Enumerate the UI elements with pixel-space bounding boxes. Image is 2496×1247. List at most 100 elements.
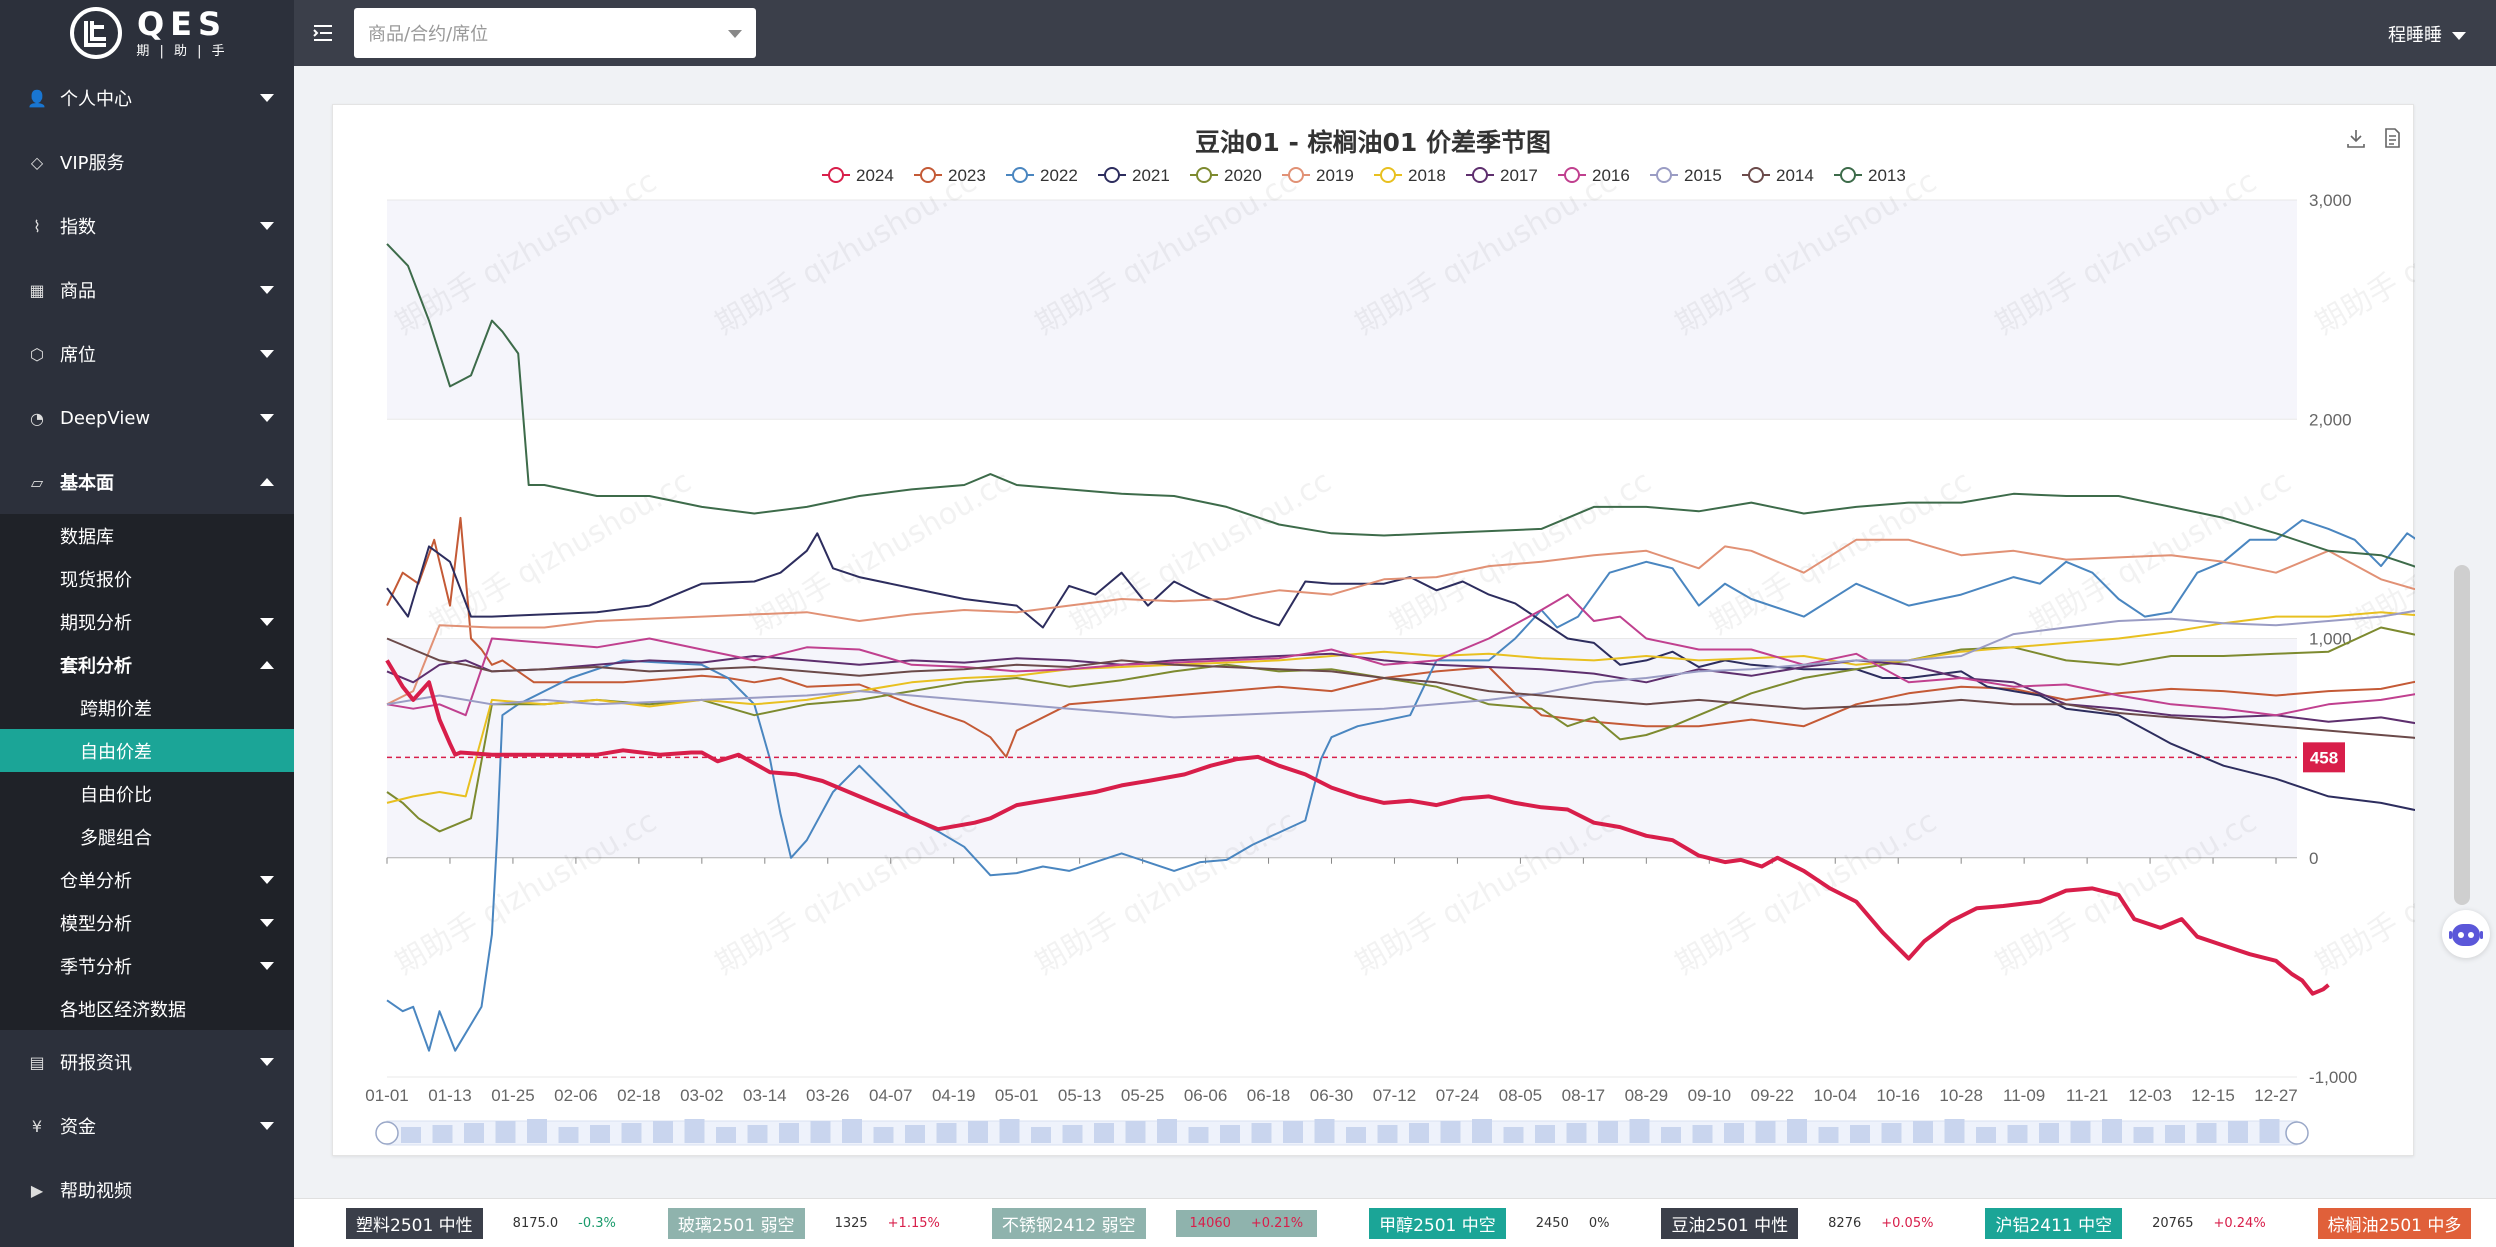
datazoom-handle-right[interactable] [2285, 1121, 2309, 1145]
x-tick-label: 03-02 [680, 1086, 723, 1105]
datazoom-bar [873, 1127, 894, 1143]
logo-sub: 期 | 助 | 手 [136, 43, 228, 59]
legend-label-2024: 2024 [856, 166, 894, 185]
legend-label-2020: 2020 [1224, 166, 1262, 185]
page-scrollbar[interactable] [2454, 565, 2470, 905]
ticker-item[interactable]: 不锈钢2412 弱空 14060 +0.21% [940, 1207, 1318, 1239]
legend-marker [1656, 167, 1672, 183]
datazoom-bar [936, 1123, 957, 1143]
datazoom-bar [1566, 1123, 1587, 1143]
sidebar-subitem-4[interactable]: 跨期价差 [0, 686, 294, 729]
download-icon[interactable] [2345, 127, 2367, 149]
ticker-item[interactable]: 甲醇2501 中空 2450 0% [1317, 1207, 1609, 1239]
ticker-change: +0.21% [1250, 1215, 1304, 1231]
x-tick-label: 12-15 [2191, 1086, 2234, 1105]
sidebar-subitem-6[interactable]: 自由价比 [0, 772, 294, 815]
chevron-up-icon [260, 661, 274, 669]
sidebar-item-2[interactable]: ⌇ 指数 [0, 194, 294, 258]
data-view-icon[interactable] [2381, 127, 2403, 149]
datazoom-bar [590, 1125, 610, 1143]
chevron-down-icon[interactable] [728, 30, 742, 38]
ticker-item[interactable]: 沪铝2411 中空 20765 +0.24% [1933, 1207, 2266, 1239]
ticker-highlight-box: 14060 +0.21% [1175, 1209, 1318, 1237]
legend-marker [1288, 167, 1304, 183]
sidebar-menu: 👤 个人中心 ◇ VIP服务 ⌇ 指数 ▦ 商品 ⬡ 席位 ◔ DeepView ▱ 基本面 [0, 66, 294, 514]
chevron-down-icon [260, 222, 274, 230]
x-tick-label: 12-27 [2254, 1086, 2297, 1105]
ticker-name-tag: 不锈钢2412 弱空 [991, 1207, 1146, 1239]
series-line-2016 [386, 593, 2415, 717]
x-tick-label: 05-01 [995, 1086, 1038, 1105]
sidebar-item-3[interactable]: ▦ 商品 [0, 258, 294, 322]
layers-icon: ▱ [30, 472, 44, 492]
sidebar-item-1[interactable]: ◇ VIP服务 [0, 130, 294, 194]
datazoom-bar [653, 1121, 673, 1143]
x-tick-label: 02-06 [554, 1086, 597, 1105]
assistant-bot-icon[interactable] [2442, 910, 2490, 958]
x-tick-label: 07-12 [1373, 1086, 1416, 1105]
sidebar-subitem-7[interactable]: 多腿组合 [0, 815, 294, 858]
chevron-down-icon [260, 1122, 274, 1130]
ticker-price: 1325 [834, 1215, 868, 1231]
legend-marker [1196, 167, 1212, 183]
legend-label-2017: 2017 [1500, 166, 1538, 185]
datazoom-bar [2196, 1123, 2217, 1143]
sidebar-subitem-10[interactable]: 季节分析 [0, 944, 294, 987]
sidebar-subitem-2[interactable]: 期现分析 [0, 600, 294, 643]
sidebar-item-label: 帮助视频 [60, 1181, 132, 1202]
datazoom-bar [1377, 1125, 1398, 1143]
sidebar-item-4[interactable]: ⬡ 席位 [0, 322, 294, 386]
app-logo[interactable]: QES 期 | 助 | 手 [0, 0, 294, 66]
search-input[interactable]: 商品/合约/席位 [354, 8, 756, 58]
series-line-2024 [385, 659, 2330, 996]
x-tick-label: 09-10 [1688, 1086, 1731, 1105]
sidebar-subitem-label: 自由价比 [80, 784, 152, 806]
sidebar-subitem-5[interactable]: 自由价差 [0, 729, 294, 772]
datazoom-handle-left[interactable] [375, 1121, 399, 1145]
x-tick-label: 12-03 [2128, 1086, 2171, 1105]
sidebar-item-0[interactable]: 👤 个人中心 [0, 66, 294, 130]
sidebar-subitem-1[interactable]: 现货报价 [0, 557, 294, 600]
sidebar-item-102[interactable]: ▶ 帮助视频 [0, 1158, 294, 1222]
ticker-item[interactable]: 豆油2501 中性 8276 +0.05% [1609, 1207, 1933, 1239]
datazoom-bar [810, 1121, 831, 1143]
x-tick-label: 08-05 [1499, 1086, 1542, 1105]
sidebar-item-label: 研报资讯 [60, 1053, 132, 1074]
sidebar-subitem-8[interactable]: 仓单分析 [0, 858, 294, 901]
legend-marker [828, 167, 844, 183]
x-tick-label: 11-09 [2003, 1086, 2045, 1105]
sidebar-subitem-3[interactable]: 套利分析 [0, 643, 294, 686]
x-tick-label: 03-14 [743, 1086, 786, 1105]
ticker-item[interactable]: 棕榈油2501 中多8892-0.11% [2266, 1207, 2496, 1239]
watermark-text: 期助手 qizhushou.cc [424, 464, 697, 642]
sidebar-subitem-0[interactable]: 数据库 [0, 514, 294, 557]
datazoom-bar [2228, 1121, 2248, 1143]
y-tick-label: 2,000 [2309, 410, 2352, 429]
datazoom-bar [1818, 1127, 1839, 1143]
sidebar-item-label: 指数 [60, 217, 96, 238]
sidebar-subitem-9[interactable]: 模型分析 [0, 901, 294, 944]
sidebar-subitem-11[interactable]: 各地区经济数据 [0, 987, 294, 1030]
watermark-text: 期助手 qizhushou.cc [1704, 464, 1977, 642]
sidebar-item-5[interactable]: ◔ DeepView [0, 386, 294, 450]
datazoom-bar [1850, 1125, 1870, 1143]
datazoom-bar [401, 1127, 421, 1143]
legend-label-2013: 2013 [1868, 166, 1906, 185]
mark-line-label: 458 [2310, 748, 2338, 767]
ticker-item[interactable]: 玻璃2501 弱空 1325 +1.15% [616, 1207, 940, 1239]
chevron-down-icon [260, 286, 274, 294]
ticker-item[interactable]: 塑料2501 中性 8175.0 -0.3% [294, 1207, 616, 1239]
menu-toggle-icon[interactable] [312, 22, 334, 44]
top-bar: 商品/合约/席位 程睡睡 [294, 0, 2496, 66]
sidebar-item-6[interactable]: ▱ 基本面 [0, 450, 294, 514]
plot-band [387, 638, 2297, 858]
datazoom-bar [1188, 1127, 1209, 1143]
datazoom-bar [905, 1125, 925, 1143]
sidebar-item-100[interactable]: ▤ 研报资讯 [0, 1030, 294, 1094]
datazoom-bar [1787, 1119, 1807, 1143]
series-line-2013 [386, 243, 2415, 568]
sidebar-item-101[interactable]: ¥ 资金 [0, 1094, 294, 1158]
user-icon: 👤 [27, 88, 47, 108]
chart-toolbox [2345, 127, 2403, 149]
user-menu[interactable]: 程睡睡 [2388, 21, 2466, 47]
